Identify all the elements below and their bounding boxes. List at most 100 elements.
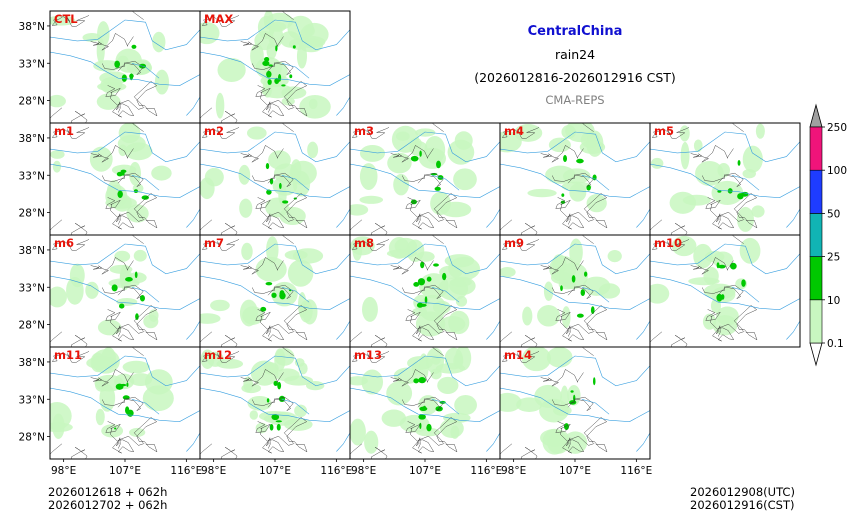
province-border — [405, 421, 421, 449]
map-panel-m11: m11 — [49, 346, 201, 460]
light-rain-area — [418, 147, 446, 169]
light-rain-area — [200, 22, 220, 45]
light-rain-area — [50, 15, 76, 26]
province-border — [105, 197, 121, 225]
map-panel-m7: m7 — [199, 234, 351, 348]
light-rain-area — [418, 294, 447, 322]
province-border — [405, 309, 421, 337]
map-panel-m13: m13 — [349, 346, 501, 460]
map-panel-m14: m14 — [499, 346, 651, 460]
period-title: (2026012816-2026012916 CST) — [474, 70, 676, 85]
light-rain-area — [133, 249, 147, 262]
moderate-rain-cell — [129, 73, 134, 79]
x-tick-label: 98°E — [201, 465, 226, 477]
light-rain-area — [742, 145, 763, 173]
moderate-rain-cell — [730, 262, 737, 270]
panel-label: m1 — [54, 124, 74, 138]
province-border — [283, 417, 308, 453]
moderate-rain-cell — [271, 413, 280, 421]
province-border — [262, 99, 295, 118]
y-tick-label: 38°N — [19, 357, 45, 369]
province-border — [133, 305, 158, 341]
moderate-rain-cell — [419, 150, 422, 157]
river-line — [281, 63, 310, 79]
light-rain-area — [359, 163, 378, 190]
x-tick-label: 98°E — [351, 465, 376, 477]
province-border — [51, 239, 90, 252]
moderate-rain-cell — [264, 57, 270, 62]
axis-ticks: 98°E 107°E 116°E98°E 107°E 116°E98°E 107°E 116… — [19, 21, 653, 477]
province-border — [501, 351, 540, 364]
colorbar-segment — [809, 169, 823, 214]
moderate-rain-cell — [268, 64, 273, 67]
light-rain-area — [582, 276, 611, 296]
river-line — [336, 96, 350, 116]
light-rain-area — [430, 368, 442, 380]
light-rain-area — [350, 418, 366, 446]
province-border — [255, 197, 271, 225]
river-line — [431, 399, 460, 415]
light-rain-area — [129, 161, 142, 186]
panel-label: m9 — [504, 236, 524, 250]
light-rain-area — [117, 55, 129, 67]
map-panel-MAX: MAX — [199, 10, 351, 124]
light-rain-area — [154, 69, 170, 95]
river-line — [336, 432, 350, 452]
moderate-rain-cell — [269, 423, 274, 431]
river-line — [486, 320, 500, 340]
title-block: CentralChina rain24 (2026012816-20260129… — [430, 20, 720, 110]
light-rain-area — [450, 425, 460, 439]
province-border — [433, 193, 458, 229]
moderate-rain-cell — [737, 193, 744, 200]
moderate-rain-cell — [580, 289, 586, 297]
river-line — [486, 208, 500, 228]
light-rain-area — [543, 281, 554, 301]
province-border — [401, 172, 444, 187]
province-border — [540, 369, 584, 387]
y-tick-label: 33°N — [19, 170, 45, 182]
province-border — [255, 421, 271, 449]
colorbar-level-label: 250 — [827, 122, 847, 134]
river-line — [200, 243, 350, 275]
light-rain-area — [418, 395, 438, 415]
river-line — [200, 131, 350, 163]
river-line — [581, 175, 610, 191]
light-rain-area — [449, 278, 472, 287]
moderate-rain-cell — [716, 262, 720, 269]
province-border — [71, 447, 88, 459]
light-rain-area — [292, 248, 324, 264]
map-panel-m6: m6 — [49, 234, 201, 348]
panel-label: m10 — [654, 236, 682, 250]
province-border — [671, 223, 688, 235]
province-border — [583, 417, 608, 453]
moderate-rain-cell — [279, 290, 285, 298]
province-border — [562, 211, 595, 230]
light-rain-area — [364, 430, 379, 454]
moderate-rain-cell — [436, 160, 441, 169]
province-border — [112, 323, 145, 342]
x-tick-label: 107°E — [409, 465, 441, 477]
light-rain-area — [739, 237, 761, 264]
light-rain-area — [263, 362, 279, 375]
river-line — [186, 208, 200, 228]
map-panel-m2: m2 — [199, 122, 351, 236]
moderate-rain-cell — [266, 398, 270, 403]
province-border — [690, 145, 734, 163]
province-border — [133, 81, 158, 117]
province-border — [105, 85, 121, 113]
x-tick-label: 98°E — [501, 465, 526, 477]
province-border — [701, 284, 744, 299]
moderate-rain-cell — [131, 44, 137, 49]
light-rain-area — [552, 254, 567, 275]
colorbar-level-label: 0.1 — [827, 338, 844, 350]
moderate-rain-cell — [139, 294, 145, 302]
province-border — [551, 284, 594, 299]
moderate-rain-cell — [571, 275, 576, 283]
light-rain-area — [204, 167, 224, 187]
river-line — [50, 355, 200, 387]
river-line — [200, 51, 350, 87]
panel-label: MAX — [204, 12, 233, 26]
y-tick-label: 33°N — [19, 58, 45, 70]
light-rain-area — [418, 353, 429, 381]
province-border — [262, 323, 295, 342]
